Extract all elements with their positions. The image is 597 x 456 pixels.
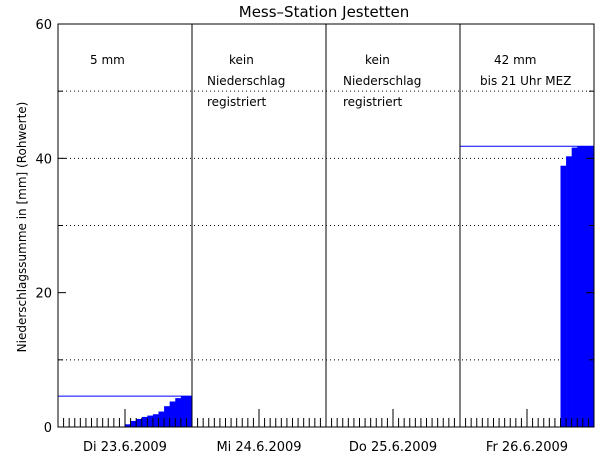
bars	[125, 146, 595, 427]
bar	[588, 146, 595, 427]
day-annotation: 5 mm	[90, 53, 125, 67]
y-tick-label: 20	[35, 287, 52, 302]
day-label: Fr 26.6.2009	[486, 440, 568, 455]
bar	[180, 396, 187, 427]
day-annotation: registriert	[343, 95, 403, 109]
bar	[164, 406, 170, 427]
bar	[566, 156, 572, 427]
day-annotation: kein	[365, 53, 390, 67]
day-label: Di 23.6.2009	[83, 440, 167, 455]
bar	[125, 424, 131, 427]
bar	[147, 415, 154, 427]
bar	[571, 147, 578, 427]
day-annotation: kein	[229, 53, 254, 67]
bar	[577, 146, 584, 427]
plot-frame	[57, 23, 595, 428]
bar	[169, 401, 176, 427]
daily-total-lines	[58, 145, 594, 397]
y-axis-label: Niederschlagssumme in [mm] (Rohwerte)	[15, 102, 29, 353]
bar	[186, 396, 193, 427]
bar	[158, 411, 165, 427]
day-annotation: registriert	[207, 95, 267, 109]
day-dividers	[191, 24, 461, 427]
day-label: Do 25.6.2009	[349, 440, 437, 455]
day-annotation: bis 21 Uhr MEZ	[480, 74, 571, 88]
bar	[136, 418, 143, 427]
bar	[141, 416, 148, 427]
bar	[560, 165, 567, 427]
chart-title: Mess–Station Jestetten	[239, 3, 409, 21]
bar	[175, 398, 182, 427]
bar	[152, 414, 159, 427]
y-tick-label: 40	[35, 152, 52, 167]
y-tick-label: 0	[44, 421, 52, 436]
bar	[582, 146, 589, 427]
day-annotation: 42 mm	[494, 53, 536, 67]
day-annotation: Niederschlag	[343, 74, 421, 88]
day-label: Mi 24.6.2009	[216, 440, 301, 455]
day-annotation: Niederschlag	[207, 74, 285, 88]
y-tick-label: 60	[35, 18, 52, 33]
day-annotations: 5 mm kein Niederschlag registriert kein Niede…	[90, 53, 571, 109]
x-axis: Di 23.6.2009 Mi 24.6.2009 Do 25.6.2009 Fr 2…	[57, 409, 595, 455]
y-axis: 0 20 40 60	[35, 18, 594, 436]
bar	[130, 420, 137, 427]
